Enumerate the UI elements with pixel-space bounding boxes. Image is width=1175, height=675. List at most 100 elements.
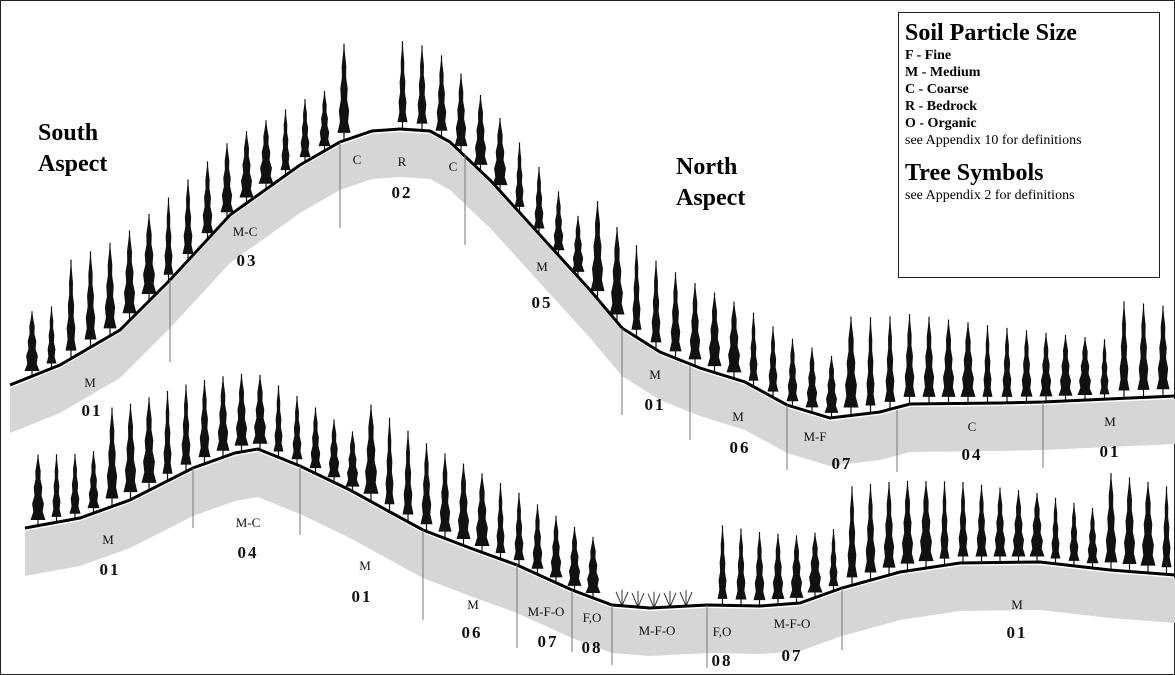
tree-crown (456, 463, 471, 539)
soil-label: F,O (582, 610, 602, 625)
tree-crown (162, 390, 173, 474)
tree-crown (609, 227, 625, 315)
tree-crown (495, 483, 506, 553)
tree-crown (234, 373, 249, 446)
tree-crown (1011, 490, 1026, 557)
tree-crown (454, 73, 468, 147)
unit-label: 01 (1099, 442, 1121, 461)
tree-crown (103, 242, 117, 329)
tree-crown (767, 326, 779, 392)
tree-crown (220, 143, 234, 213)
tree-crown (84, 251, 97, 340)
tree-crown (51, 454, 62, 517)
unit-label: 06 (729, 438, 751, 457)
tree-crown (567, 526, 582, 586)
unit-label: 06 (461, 623, 483, 642)
soil-label: M (649, 367, 661, 382)
tree-crown (789, 535, 804, 598)
tree-crown (402, 430, 414, 515)
tree-crown (258, 120, 274, 184)
tree-crown (864, 484, 877, 573)
unit-label: 08 (711, 651, 733, 670)
soil-label: M (467, 597, 479, 612)
tree-crown (182, 179, 194, 255)
tree-crown (141, 397, 157, 483)
tree-crown (843, 316, 859, 408)
unit-label: 07 (537, 632, 559, 651)
tree-crown (327, 419, 341, 478)
tree-crown (384, 417, 395, 505)
shrub (679, 590, 693, 608)
tree-crown (280, 109, 291, 171)
soil-label: M (1011, 597, 1023, 612)
tree-crown (1086, 508, 1099, 564)
tree-crown (669, 272, 682, 352)
soil-label: M (1104, 414, 1116, 429)
tree-crown (299, 99, 311, 158)
shrub (663, 590, 677, 609)
legend-item: F - Fine (905, 48, 952, 63)
tree-crown (1137, 303, 1150, 390)
unit-label: 05 (531, 293, 553, 312)
unit-label: 08 (581, 638, 603, 657)
soil-label: C (448, 159, 458, 174)
tree-crown (216, 376, 230, 451)
shrub (647, 591, 661, 610)
tree-crown (982, 325, 993, 397)
tree-crown (1140, 481, 1156, 566)
tree-crown (786, 338, 799, 402)
legend-item: C - Coarse (905, 82, 969, 97)
tree-crown (707, 292, 722, 367)
tree-crown (69, 453, 81, 514)
tree-crown (492, 118, 508, 186)
shrub (615, 589, 629, 608)
tree-crown (717, 525, 728, 599)
tree-crown (198, 379, 211, 458)
soil-label: F,O (712, 624, 732, 639)
aspect-label: North Aspect (676, 154, 746, 211)
tree-crown (416, 45, 428, 124)
tree-crown (252, 374, 268, 444)
tree-crown (533, 166, 545, 229)
tree-crown (882, 482, 896, 568)
soil-label: C (352, 152, 362, 167)
tree-crown (513, 492, 525, 561)
tree-crown (123, 403, 138, 493)
soil-label: M (102, 532, 114, 547)
tree-crown (105, 407, 119, 499)
tree-crown (960, 322, 976, 397)
tree-crown (771, 533, 785, 599)
tree-crown (345, 431, 360, 487)
tree-crown (141, 214, 157, 295)
soil-label: M (359, 558, 371, 573)
soil-label: M (732, 409, 744, 424)
soil-label: M-C (232, 224, 258, 239)
tree-crown (846, 486, 858, 578)
soil-label: M (84, 375, 96, 390)
tree-crown (1001, 327, 1013, 397)
tree-crown (590, 200, 605, 292)
tree-crown (46, 306, 57, 364)
tree-crown (514, 142, 525, 207)
tree-crown (1156, 305, 1170, 390)
legend-items: F - Fine M - Medium C - Coarse R - Bedrock O… (905, 47, 1159, 132)
tree-crown (631, 245, 642, 330)
tree-crown (753, 531, 766, 601)
tree-crown (420, 443, 433, 525)
unit-label: 03 (236, 251, 258, 270)
tree-crown (805, 347, 819, 408)
tree-crown (1029, 493, 1045, 557)
soil-label: M-F (803, 429, 827, 444)
ground-line (9, 127, 1175, 420)
tree-crown (865, 317, 876, 406)
unit-label: 07 (831, 454, 853, 473)
legend: Soil Particle Size F - Fine M - Medium C -… (898, 12, 1160, 278)
tree-crown (309, 407, 322, 469)
tree-crown (180, 384, 192, 465)
tree-crown (1020, 330, 1033, 397)
tree-crown (1068, 502, 1080, 561)
shrub (631, 591, 645, 609)
tree-crown (884, 316, 896, 402)
